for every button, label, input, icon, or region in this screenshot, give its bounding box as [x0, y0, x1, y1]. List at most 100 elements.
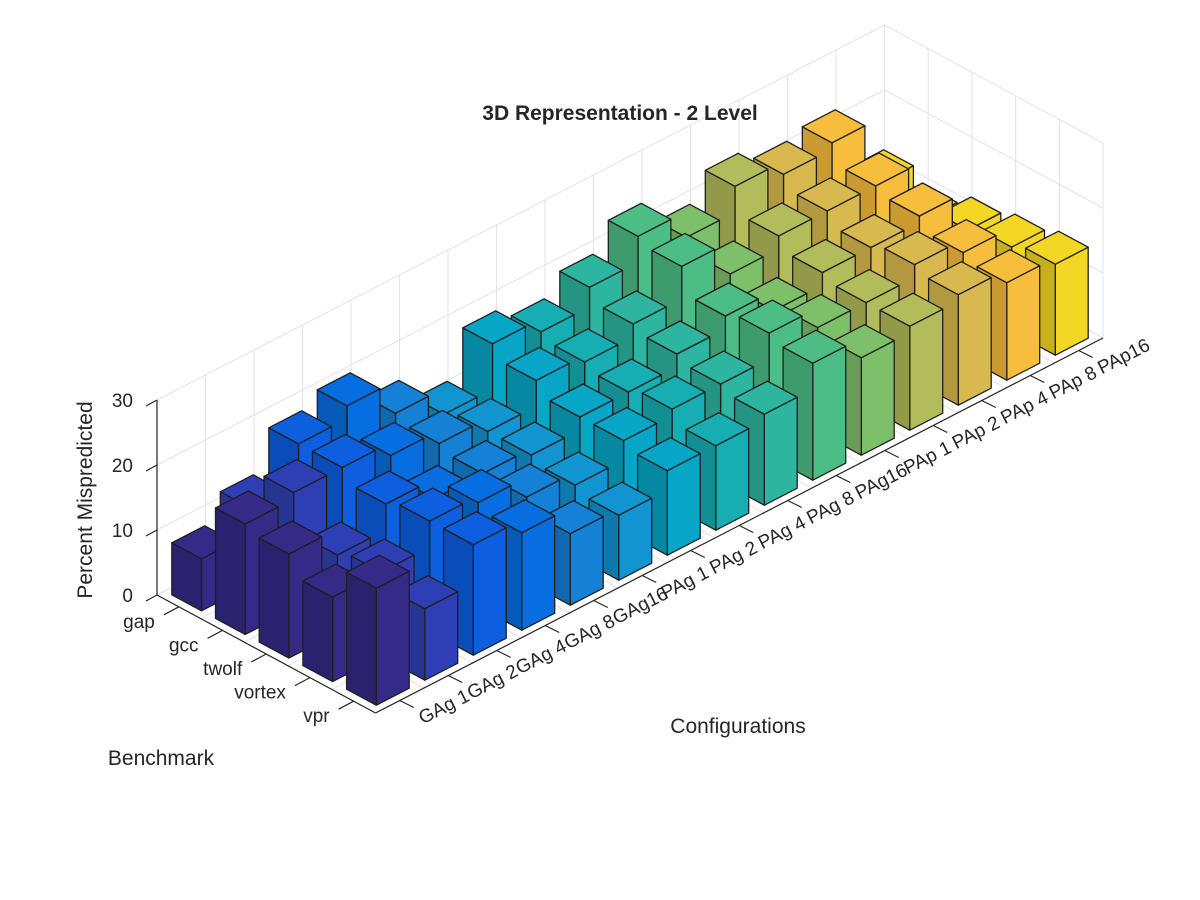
chart-title: 3D Representation - 2 Level: [482, 102, 757, 125]
z-tick: [145, 594, 158, 602]
y-tick: [338, 700, 354, 710]
axes-layer: [145, 337, 1104, 714]
bar-top-face: [593, 406, 658, 442]
bar-top-face: [413, 380, 478, 415]
bar-top-face: [792, 238, 856, 274]
x-tick: [544, 624, 560, 634]
gridline-z: [156, 24, 1104, 401]
bar-top-face: [884, 230, 949, 266]
bar-top-face: [787, 293, 852, 329]
x-tick: [981, 399, 997, 409]
x-tick: [399, 699, 415, 709]
bar-top-face: [442, 511, 507, 546]
x-tick-label: PAg 8: [803, 487, 857, 529]
y-tick: [207, 629, 223, 639]
bar-top-face: [544, 451, 609, 486]
x-tick-label: PAp 1: [900, 437, 954, 479]
bar-top-face: [738, 299, 803, 334]
bar-top-face: [656, 203, 721, 238]
y-tick-label: vpr: [303, 706, 330, 727]
bar-top-face: [457, 397, 522, 433]
y-tick: [250, 653, 267, 663]
x-tick: [738, 524, 754, 534]
bar-front-face: [812, 345, 847, 481]
x-tick-label: GAg 2: [464, 661, 522, 704]
bar-top-face: [554, 328, 619, 363]
bar-top-face: [491, 499, 556, 534]
z-tick-label: 0: [122, 586, 133, 607]
bar-top-face: [835, 268, 900, 304]
bar-top-face: [505, 346, 570, 382]
bars-layer: [171, 109, 1089, 706]
bar-top-face: [651, 232, 716, 268]
x-tick: [835, 474, 851, 484]
z-tick: [145, 529, 158, 537]
bar-top-face: [748, 202, 813, 237]
bar-top-face: [496, 463, 561, 498]
bar-top-face: [510, 298, 575, 333]
bar-side-face: [302, 580, 334, 683]
bar-front-face: [763, 396, 798, 506]
bar-top-face: [695, 282, 759, 317]
bar-side-face: [258, 537, 290, 659]
bar-side-face: [214, 507, 246, 636]
bar-top-face: [316, 372, 381, 407]
bar-top-face: [598, 358, 662, 393]
y-tick-label: twolf: [203, 659, 243, 680]
bar-front-face: [860, 340, 895, 456]
bar-top-face: [690, 350, 755, 385]
bar-front-face: [666, 453, 701, 556]
bar-top-face: [840, 213, 905, 249]
bar-top-face: [976, 249, 1041, 284]
bar-pag2-vpr: [636, 437, 701, 556]
bar-top-face: [214, 490, 279, 525]
bar-top-face: [1024, 230, 1089, 265]
bar-front-face: [715, 428, 750, 531]
bar-top-face: [539, 500, 604, 535]
y-tick-label: vortex: [234, 683, 286, 704]
bar-top-face: [641, 375, 706, 410]
x-tick-label: GAg 8: [561, 611, 619, 654]
bar-top-face: [549, 383, 614, 418]
x-tick: [1029, 374, 1045, 384]
x-tick: [932, 424, 948, 434]
x-tick: [884, 449, 900, 459]
bar-front-face: [472, 527, 507, 656]
bar-side-face: [345, 571, 377, 706]
bar-top-face: [646, 320, 711, 355]
bar-top-face: [932, 218, 997, 254]
z-tick-label: 30: [112, 391, 133, 412]
bar-top-face: [830, 324, 895, 359]
bar-top-face: [801, 109, 866, 144]
x-tick: [641, 574, 657, 584]
bar-top-face: [699, 240, 764, 275]
bar-top-face: [927, 261, 992, 296]
x-axis-label: Configurations: [670, 715, 805, 738]
x-tick-label: PAp 8: [1046, 362, 1100, 404]
bar-top-face: [733, 380, 798, 415]
z-tick-label: 10: [112, 521, 133, 542]
bar-front-face: [909, 308, 944, 431]
z-tick: [145, 399, 158, 407]
bar-front-face: [1054, 246, 1089, 356]
bar-top-face: [889, 182, 953, 217]
bar-front-face: [375, 570, 410, 706]
x-tick: [447, 674, 463, 684]
z-tick: [145, 464, 158, 472]
bar-top-face: [399, 487, 464, 522]
y-tick-label: gap: [123, 612, 155, 633]
y-axis-label: Benchmark: [108, 747, 215, 770]
y-tick: [163, 606, 180, 616]
bar-top-face: [588, 481, 653, 516]
bar-top-face: [447, 468, 512, 504]
bar-top-face: [307, 521, 371, 556]
bar-top-face: [796, 177, 861, 212]
bar-top-face: [452, 439, 517, 475]
bar-top-face: [501, 421, 565, 456]
bar-top-face: [602, 290, 667, 325]
bar-top-face: [355, 470, 420, 505]
x-tick-label: PAg 2: [706, 537, 760, 579]
y-tick-label: gcc: [169, 635, 199, 656]
bar-top-face: [258, 520, 323, 555]
